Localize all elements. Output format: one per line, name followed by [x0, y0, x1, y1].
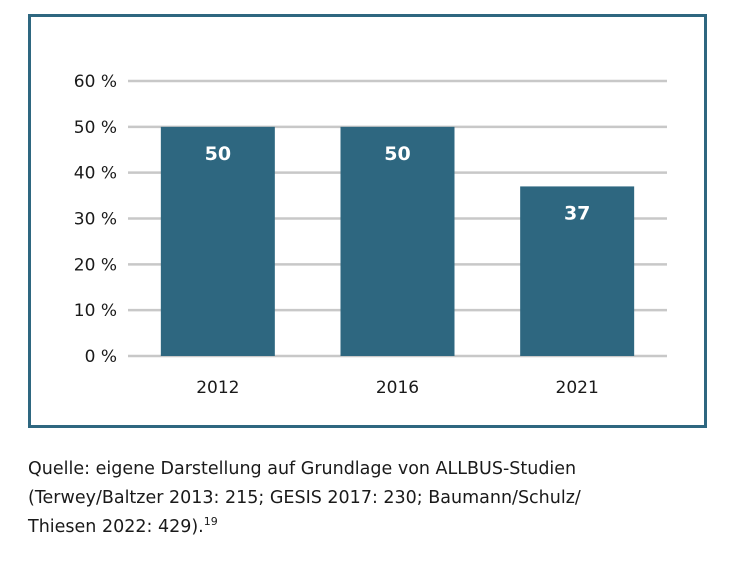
- bar: [340, 126, 455, 356]
- x-tick-label: 2016: [376, 378, 419, 398]
- bar-value-label: 37: [564, 202, 590, 224]
- bar: [160, 126, 275, 356]
- footnote-marker: 19: [203, 515, 218, 528]
- y-tick-label: 50 %: [74, 118, 117, 138]
- chart-frame: 0 % 10 % 20 % 30 % 40 % 50 % 60 % 50 2012 50 2016 3…: [28, 14, 707, 428]
- y-tick-label: 40 %: [74, 164, 117, 184]
- caption-line-3: Thiesen 2022: 429).: [28, 517, 204, 537]
- source-caption: Quelle: eigene Darstellung auf Grundlage…: [28, 455, 728, 542]
- bar-value-label: 50: [384, 143, 410, 165]
- y-tick-label: 20 %: [74, 255, 117, 275]
- y-tick-label: 30 %: [74, 210, 117, 230]
- y-tick-label: 60 %: [74, 72, 117, 92]
- y-tick-label: 0 %: [85, 347, 117, 367]
- caption-line-2: (Terwey/Baltzer 2013: 215; GESIS 2017: 2…: [28, 488, 581, 508]
- bar: [520, 186, 635, 356]
- caption-line-3-wrap: Thiesen 2022: 429).19: [28, 513, 728, 542]
- x-tick-label: 2021: [556, 378, 599, 398]
- bar-chart: 0 % 10 % 20 % 30 % 40 % 50 % 60 % 50 2012 50 2016 3…: [74, 72, 667, 398]
- bar-value-label: 50: [205, 143, 231, 165]
- y-tick-label: 10 %: [74, 301, 117, 321]
- caption-line-1: Quelle: eigene Darstellung auf Grundlage…: [28, 459, 577, 479]
- x-tick-label: 2012: [196, 378, 239, 398]
